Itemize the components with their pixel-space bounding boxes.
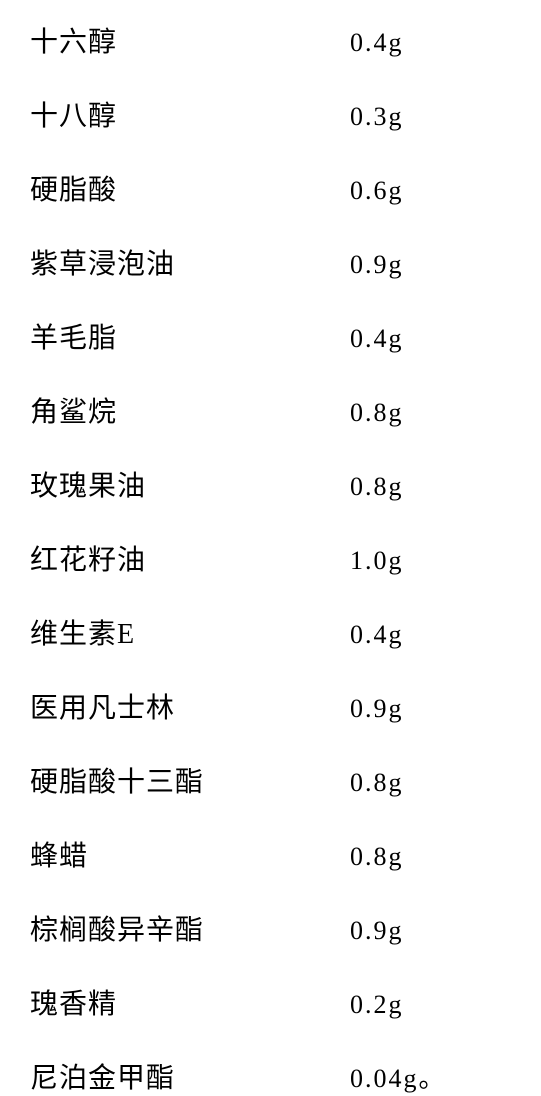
ingredient-name: 尼泊金甲酯	[30, 1056, 350, 1096]
ingredient-value: 0.4g	[350, 620, 404, 650]
ingredient-row: 硬脂酸十三酯 0.8g	[30, 760, 511, 800]
ingredient-value: 0.9g	[350, 916, 404, 946]
ingredient-name: 医用凡士林	[30, 686, 350, 726]
ingredient-row: 十八醇 0.3g	[30, 94, 511, 134]
ingredient-value: 0.9g	[350, 250, 404, 280]
ingredient-row: 瑰香精 0.2g	[30, 982, 511, 1022]
ingredient-value: 0.3g	[350, 102, 404, 132]
ingredient-name: 红花籽油	[30, 538, 350, 578]
ingredient-value: 0.4g	[350, 324, 404, 354]
ingredient-row: 尼泊金甲酯 0.04g。	[30, 1056, 511, 1096]
ingredient-row: 红花籽油 1.0g	[30, 538, 511, 578]
ingredient-row: 角鲨烷 0.8g	[30, 390, 511, 430]
ingredient-value: 0.8g	[350, 472, 404, 502]
ingredient-name: 羊毛脂	[30, 316, 350, 356]
ingredient-value: 1.0g	[350, 546, 404, 576]
ingredient-value: 0.8g	[350, 768, 404, 798]
ingredient-row: 维生素E 0.4g	[30, 612, 511, 652]
ingredient-value: 0.2g	[350, 990, 404, 1020]
ingredient-value: 0.8g	[350, 842, 404, 872]
ingredient-name: 蜂蜡	[30, 834, 350, 874]
ingredient-row: 玫瑰果油 0.8g	[30, 464, 511, 504]
ingredient-value: 0.4g	[350, 28, 404, 58]
ingredient-name: 硬脂酸	[30, 168, 350, 208]
ingredient-name: 十六醇	[30, 20, 350, 60]
ingredient-row: 羊毛脂 0.4g	[30, 316, 511, 356]
ingredient-name: 瑰香精	[30, 982, 350, 1022]
ingredient-name: 棕榈酸异辛酯	[30, 908, 350, 948]
ingredient-row: 医用凡士林 0.9g	[30, 686, 511, 726]
ingredient-name: 紫草浸泡油	[30, 242, 350, 282]
ingredient-list: 十六醇 0.4g 十八醇 0.3g 硬脂酸 0.6g 紫草浸泡油 0.9g 羊毛…	[30, 20, 511, 1096]
ingredient-value: 0.8g	[350, 398, 404, 428]
ingredient-row: 紫草浸泡油 0.9g	[30, 242, 511, 282]
ingredient-name: 角鲨烷	[30, 390, 350, 430]
ingredient-row: 棕榈酸异辛酯 0.9g	[30, 908, 511, 948]
ingredient-name: 十八醇	[30, 94, 350, 134]
ingredient-name: 玫瑰果油	[30, 464, 350, 504]
ingredient-name: 硬脂酸十三酯	[30, 760, 350, 800]
ingredient-value: 0.6g	[350, 176, 404, 206]
ingredient-row: 硬脂酸 0.6g	[30, 168, 511, 208]
ingredient-value: 0.04g。	[350, 1058, 447, 1095]
ingredient-row: 十六醇 0.4g	[30, 20, 511, 60]
ingredient-name: 维生素E	[30, 612, 350, 652]
ingredient-value: 0.9g	[350, 694, 404, 724]
ingredient-row: 蜂蜡 0.8g	[30, 834, 511, 874]
